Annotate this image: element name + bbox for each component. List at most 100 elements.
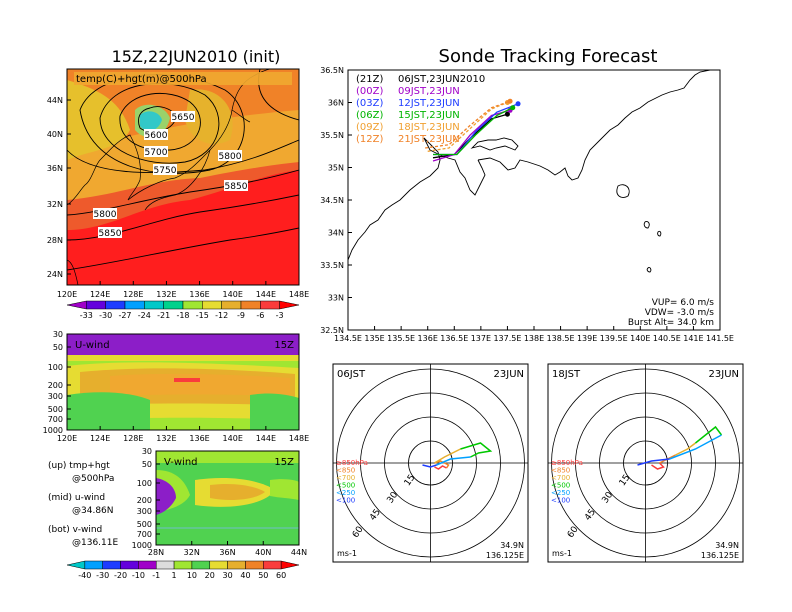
map-500-lat-axis: 44N 40N 36N 32N 28N 24N: [47, 96, 71, 279]
colorbar-swatch: [86, 300, 106, 310]
pressure-tick-label: 100: [137, 479, 152, 488]
legend-note-title: (up) tmp+hgt: [48, 461, 110, 471]
colorbar-label: 30: [223, 571, 233, 580]
track-endpoint: [515, 101, 521, 107]
colorbar-label: -20: [114, 571, 127, 580]
track-line: [433, 107, 513, 156]
hodograph-unit: ms-1: [552, 549, 572, 558]
pressure-tick-label: 50: [53, 343, 63, 352]
contour-label: 5850: [99, 229, 122, 239]
run-label-jst: 21JST,23JUN: [398, 134, 460, 145]
pressure-level-key: ≥850hPa: [551, 459, 583, 467]
colorbar-label: 20: [205, 571, 215, 580]
lon-tick-label: 120E: [57, 434, 77, 443]
colorbar-label: 1: [172, 571, 177, 580]
run-label-jst: 15JST,23JUN: [398, 110, 460, 121]
lon-tick-label: 144E: [256, 434, 276, 443]
hodograph-unit: ms-1: [337, 549, 357, 558]
pressure-tick-label: 700: [48, 415, 63, 424]
contour-label: 5800: [219, 152, 242, 162]
lon-tick-label: 137E: [471, 334, 491, 343]
u-wind-easterly-band: [67, 334, 299, 356]
v-wind-band-2: [156, 478, 176, 515]
pressure-tick-label: 50: [142, 460, 152, 469]
colorbar-swatch: [163, 300, 184, 310]
pressure-level-key: <100: [336, 497, 355, 505]
pressure-tick-label: 200: [48, 381, 63, 390]
lat-tick-label: 28N: [47, 236, 63, 245]
lon-tick-label: 140E: [223, 290, 243, 299]
lon-tick-label: 148E: [289, 434, 309, 443]
track-run-legend: (21Z) 06JST,23JUN2010 (00Z) 09JST,23JUN (03Z…: [356, 74, 485, 145]
colorbar-label: 10: [187, 571, 197, 580]
track-endpoint: [510, 105, 516, 111]
hodograph-trace: [422, 464, 437, 468]
pressure-tick-label: 300: [137, 507, 152, 516]
contour-label-bg: [93, 208, 117, 219]
pressure-level-key: <850: [551, 467, 570, 475]
lon-tick-label: 144E: [256, 290, 276, 299]
hodograph-lat: 34.9N: [715, 541, 739, 550]
run-label-jst: 09JST,23JUN: [398, 86, 460, 97]
hodograph-trace: [651, 462, 665, 470]
v-wind-band-top: [156, 451, 299, 463]
colorbar-swatch: [84, 560, 103, 570]
v-wind-band-5: [270, 479, 299, 500]
lat-tick-label: 36N: [328, 99, 344, 108]
hodograph-trace: [637, 458, 670, 466]
track-endpoint: [504, 111, 510, 117]
contour-label: 5600: [145, 131, 168, 141]
hodograph-trace: [695, 425, 723, 444]
colorbar-label: 40: [240, 571, 250, 580]
lon-tick-label: 136E: [418, 334, 438, 343]
pressure-tick-label: 30: [142, 447, 152, 456]
lon-tick-label: 134.5E: [334, 334, 362, 343]
colorbar-swatch: [155, 560, 175, 570]
hodograph-lat: 34.9N: [500, 541, 524, 550]
contour-labels: 5650 5600 5700 5750 5800 5850 5800 5850: [93, 111, 248, 239]
pressure-level-key: <100: [551, 497, 570, 505]
track-line: [425, 100, 511, 149]
lon-tick-label: 140E: [223, 434, 243, 443]
contour-label-bg: [144, 146, 168, 157]
pressure-tick-label: 200: [137, 496, 152, 505]
right-title: Sonde Tracking Forecast: [439, 46, 658, 67]
u-wind-frame: [66, 333, 300, 431]
track-param: Burst Alt= 34.0 km: [628, 318, 714, 328]
colorbar-swatch: [260, 300, 280, 310]
contour-label-bg: [224, 180, 248, 191]
map-500-cold-pool-east: [185, 89, 233, 144]
lat-tick-label: 33N: [328, 294, 344, 303]
lat-tick-label: 32.5N: [320, 326, 344, 335]
lon-tick-label: 136E: [189, 434, 209, 443]
pressure-tick-label: 500: [137, 520, 152, 529]
colorbar-swatch: [240, 300, 261, 310]
lon-tick-label: 148E: [289, 290, 309, 299]
lat-tick-label: 34N: [328, 229, 344, 238]
lat-tick-label: 40N: [47, 130, 63, 139]
u-wind-time: 15Z: [274, 340, 294, 351]
colorbar-swatch: [221, 300, 242, 310]
colorbar-label: 60: [276, 571, 286, 580]
colorbar-label: -33: [80, 311, 93, 320]
lon-tick-label: 135.5E: [387, 334, 415, 343]
track-endpoint: [507, 98, 513, 104]
lon-tick-label: 138E: [524, 334, 544, 343]
lat-tick-label: 33.5N: [320, 261, 344, 270]
lon-tick-label: 132E: [156, 290, 176, 299]
u-wind-band-6: [250, 393, 299, 430]
contour-label: 5650: [172, 113, 195, 123]
v-wind-time: 15Z: [274, 457, 294, 468]
lon-tick-label: 140E: [630, 334, 650, 343]
contour-label: 5800: [94, 210, 117, 220]
colorbar-label: -27: [118, 311, 131, 320]
hodograph-trace: [675, 442, 696, 456]
colorbar-swatch: [227, 560, 246, 570]
colorbar-label: -10: [132, 571, 145, 580]
colorbar-swatch: [182, 300, 203, 310]
